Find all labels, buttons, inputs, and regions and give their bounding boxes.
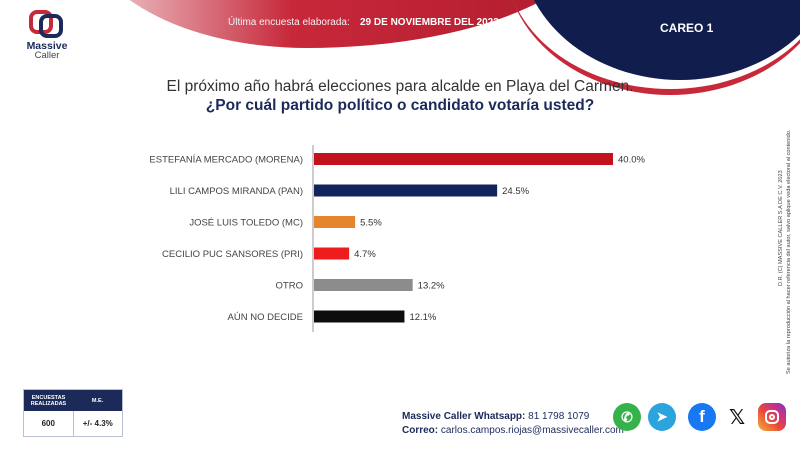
surveys-header: ENCUESTAS REALIZADAS <box>30 394 67 407</box>
methodology-table: ENCUESTAS REALIZADAS M.E. 600 +/- 4.3% <box>23 389 123 437</box>
survey-date-label: Última encuesta elaborada: <box>228 17 350 28</box>
chart-subtitle: ¿Por cuál partido político o candidato v… <box>205 97 595 114</box>
bar <box>314 279 413 291</box>
bar-value-label: 5.5% <box>360 218 382 229</box>
whatsapp-contact: Massive Caller Whatsapp: 81 1798 1079 <box>402 411 589 422</box>
bar-label: ESTEFANÍA MERCADO (MORENA) <box>149 155 303 166</box>
whatsapp-number[interactable]: 81 1798 1079 <box>528 411 590 422</box>
margin-error-header: M.E. <box>91 397 104 404</box>
bar <box>314 153 613 165</box>
instagram-icon[interactable] <box>758 403 786 431</box>
chart-title: El próximo año habrá elecciones para alc… <box>166 78 634 95</box>
logo-name: Massive <box>26 40 68 52</box>
bar-value-label: 4.7% <box>354 249 376 260</box>
bar <box>314 184 498 197</box>
whatsapp-icon[interactable]: ✆ <box>613 403 641 431</box>
email-contact: Correo: carlos.campos.riojas@massivecall… <box>402 425 624 436</box>
surveys-value: 600 <box>24 411 74 436</box>
massive-caller-logo: Massive Caller <box>14 8 80 64</box>
bar-label: CECILIO PUC SANSORES (PRI) <box>162 249 303 260</box>
header-navy-edge <box>505 0 800 95</box>
copyright-line: D.R. (C) MASSIVE CALLER S.A DE C.V. 2023 <box>778 170 784 286</box>
bar <box>314 216 356 228</box>
careo-label: CAREO 1 <box>660 21 714 35</box>
facebook-icon[interactable]: f <box>688 403 716 431</box>
x-icon[interactable]: 𝕏 <box>723 403 751 431</box>
copyright-note: D.R. (C) MASSIVE CALLER S.A DE C.V. 2023… <box>778 96 792 376</box>
email-label: Correo: <box>402 425 439 436</box>
telegram-icon[interactable]: ➤ <box>648 403 676 431</box>
bar-value-label: 12.1% <box>409 312 436 323</box>
margin-error-value: +/- 4.3% <box>82 419 113 428</box>
bar-value-label: 13.2% <box>418 281 445 292</box>
bar-label: LILI CAMPOS MIRANDA (PAN) <box>170 186 303 197</box>
whatsapp-label: Massive Caller Whatsapp: <box>402 411 526 422</box>
bar-value-label: 24.5% <box>502 186 529 197</box>
bar-label: JOSÉ LUIS TOLEDO (MC) <box>189 218 303 229</box>
bar-label: OTRO <box>276 281 303 292</box>
reproduction-note: Se autoriza la reproducción al hacer ref… <box>786 129 792 374</box>
bar <box>314 247 350 260</box>
bar-value-label: 40.0% <box>618 155 645 166</box>
logo-sub: Caller <box>34 50 60 61</box>
logo-icon <box>29 10 63 38</box>
bar <box>314 310 405 323</box>
survey-date: 29 DE NOVIEMBRE DEL 2023 <box>360 17 499 28</box>
email-address[interactable]: carlos.campos.riojas@massivecaller.com <box>440 425 624 436</box>
bar-label: AÚN NO DECIDE <box>228 312 303 323</box>
